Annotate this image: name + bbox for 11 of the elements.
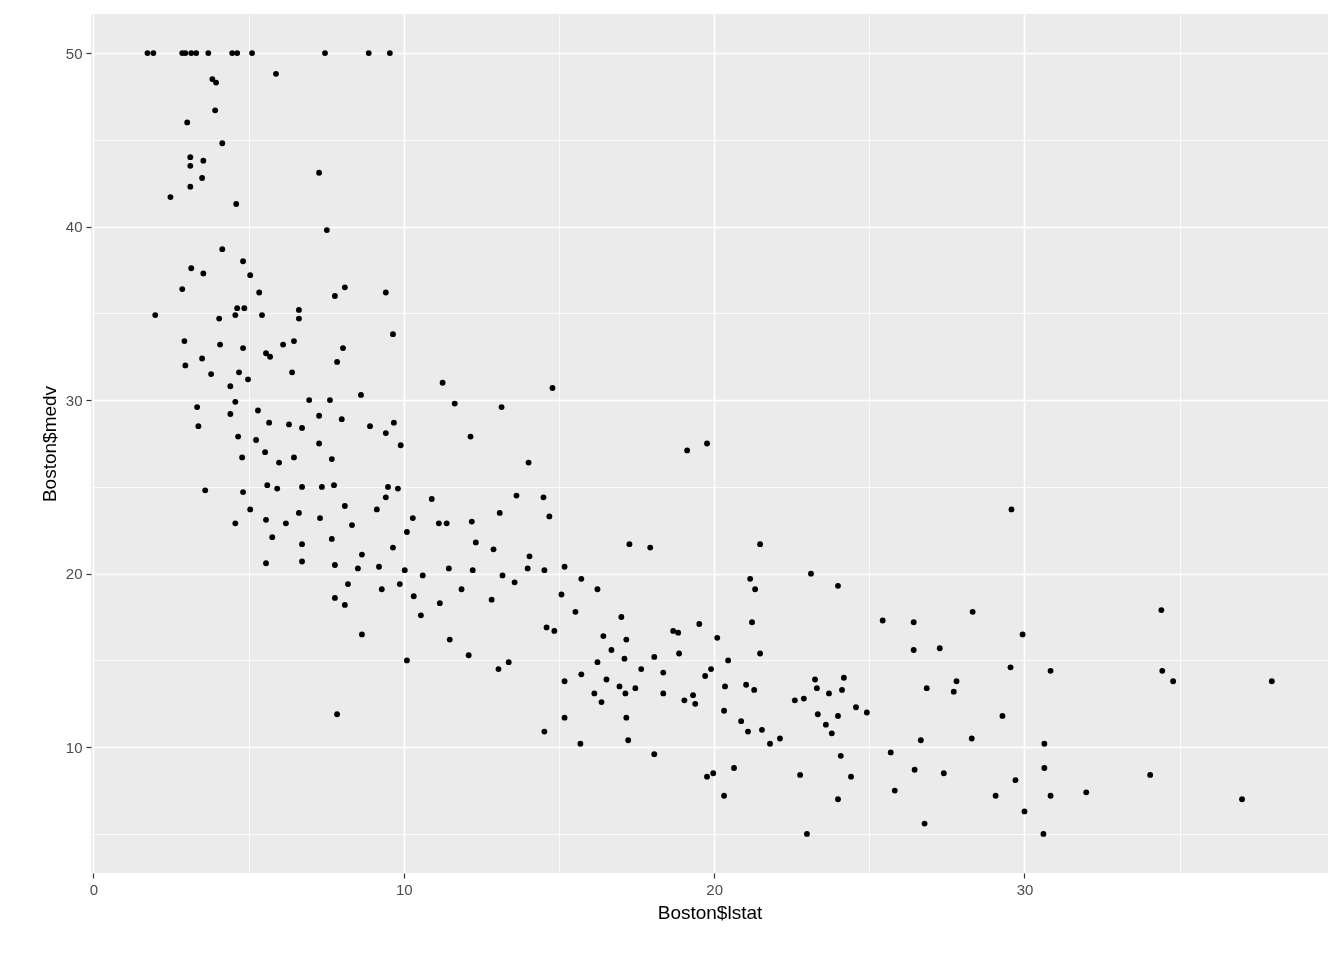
y-tick-label: 20 xyxy=(65,565,83,583)
y-tick-label: 10 xyxy=(65,738,83,756)
x-tick-label: 10 xyxy=(395,880,413,898)
x-tick-label: 30 xyxy=(1016,880,1034,898)
y-tick-label: 40 xyxy=(65,218,83,236)
y-axis-title: Boston$medv xyxy=(38,385,60,503)
x-tick-label: 20 xyxy=(706,880,723,898)
x-axis-title: Boston$lstat xyxy=(657,901,763,923)
x-tick-label: 0 xyxy=(89,880,99,898)
y-tick-label: 50 xyxy=(65,44,83,62)
y-tick-label: 30 xyxy=(65,391,83,409)
